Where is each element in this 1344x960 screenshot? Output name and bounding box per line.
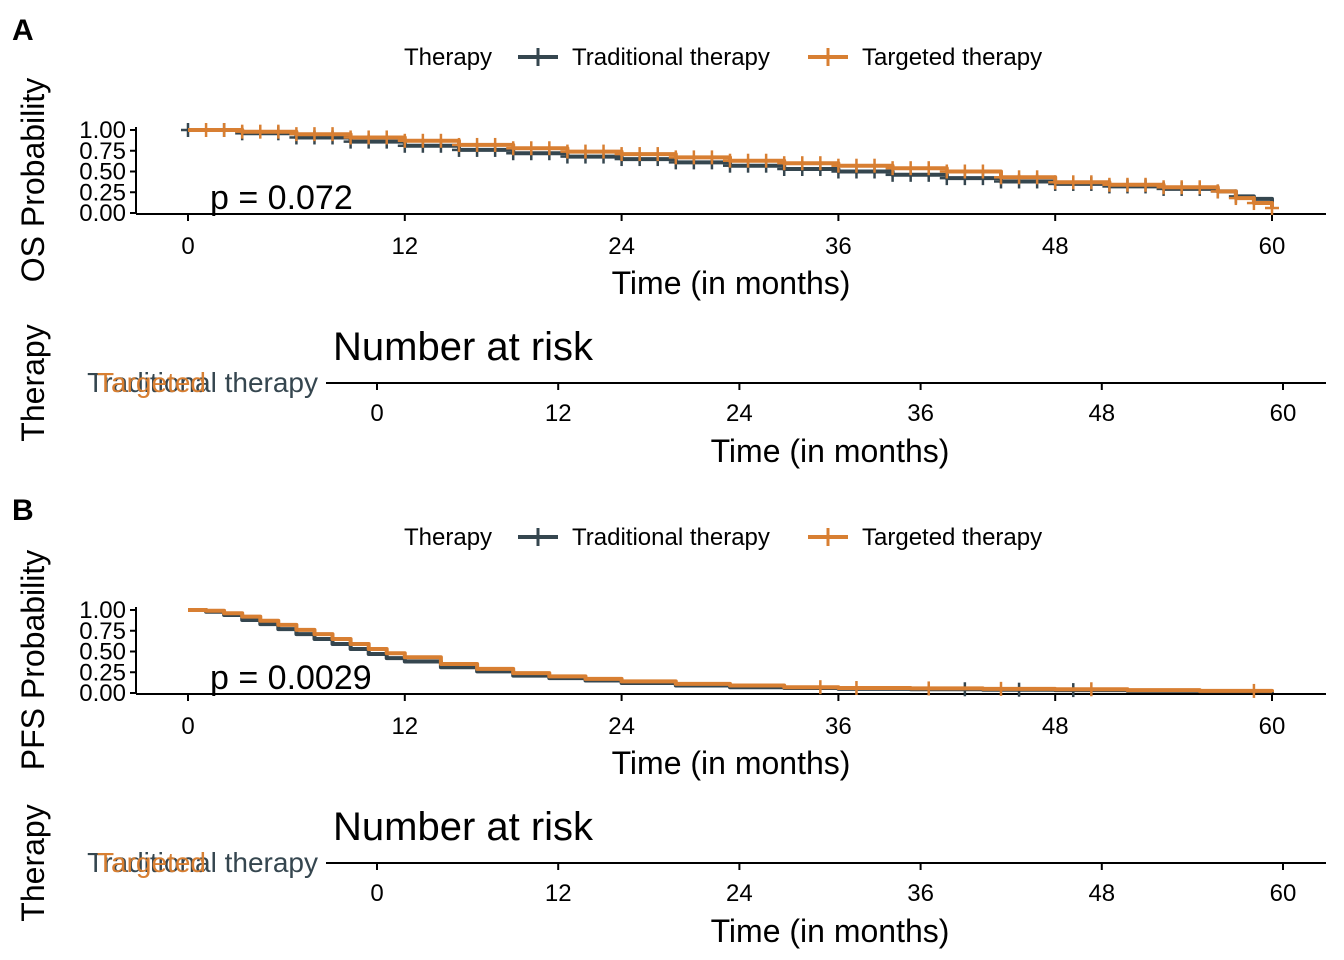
x-tick-label: 48 bbox=[1042, 713, 1069, 740]
risk-table-title: Number at risk bbox=[333, 325, 594, 369]
risk-table-title: Number at risk bbox=[333, 805, 594, 849]
y-tick-label: 0.25 bbox=[79, 179, 126, 206]
risk-table-x-tick-label: 24 bbox=[726, 880, 753, 907]
y-tick-label: 0.50 bbox=[79, 159, 126, 186]
x-tick-label: 60 bbox=[1259, 713, 1286, 740]
legend-entry: Traditional therapy bbox=[572, 44, 770, 71]
y-tick-label: 0.25 bbox=[79, 659, 126, 686]
x-tick-label: 36 bbox=[825, 233, 852, 260]
risk-table-x-tick-label: 0 bbox=[370, 400, 383, 427]
x-tick-label: 24 bbox=[608, 233, 635, 260]
p-value: p = 0.0029 bbox=[210, 659, 372, 697]
p-value: p = 0.072 bbox=[210, 179, 353, 217]
y-tick-label: 0.00 bbox=[79, 680, 126, 707]
risk-table-x-tick-label: 60 bbox=[1270, 400, 1297, 427]
series-targeted bbox=[188, 123, 1279, 216]
risk-table: Number at risk Therapy Traditional therapy… bbox=[15, 324, 1326, 469]
x-tick-label: 12 bbox=[391, 233, 418, 260]
risk-table-x-tick-label: 60 bbox=[1270, 880, 1297, 907]
y-axis-title: PFS Probability bbox=[15, 550, 51, 771]
risk-table-x-title: Time (in months) bbox=[711, 913, 950, 949]
x-tick-label: 24 bbox=[608, 713, 635, 740]
x-axis-title: Time (in months) bbox=[612, 745, 851, 781]
risk-table-x-tick-label: 36 bbox=[907, 880, 934, 907]
y-tick-label: 0.75 bbox=[79, 138, 126, 165]
risk-table-y-title: Therapy bbox=[15, 324, 51, 441]
risk-table-y-title: Therapy bbox=[15, 804, 51, 921]
panel-tag: A bbox=[12, 14, 34, 47]
x-axis-title: Time (in months) bbox=[612, 265, 851, 301]
y-tick-label: 0.50 bbox=[79, 639, 126, 666]
legend: Therapy Traditional therapy Targeted thera… bbox=[404, 44, 1042, 71]
x-tick-label: 48 bbox=[1042, 233, 1069, 260]
legend-entry: Traditional therapy bbox=[572, 524, 770, 551]
y-tick-label: 0.75 bbox=[79, 618, 126, 645]
risk-table-strata-label: Traditional therapy bbox=[87, 847, 318, 878]
risk-table-strata-label: Traditional therapy bbox=[87, 367, 318, 398]
legend-entry: Targeted therapy bbox=[862, 44, 1042, 71]
x-tick-label: 36 bbox=[825, 713, 852, 740]
survival-curve bbox=[188, 608, 1274, 693]
risk-table-x-tick-label: 12 bbox=[545, 400, 572, 427]
legend-entry: Targeted therapy bbox=[862, 524, 1042, 551]
y-tick-label: 0.00 bbox=[79, 200, 126, 227]
x-tick-label: 0 bbox=[181, 233, 194, 260]
risk-table-x-tick-label: 36 bbox=[907, 400, 934, 427]
panel-b: B Therapy Traditional therapy Targeted ther… bbox=[12, 494, 1326, 949]
risk-table-x-tick-label: 12 bbox=[545, 880, 572, 907]
risk-table-strata-label: Targeted bbox=[97, 367, 206, 398]
risk-table-x-tick-label: 24 bbox=[726, 400, 753, 427]
x-tick-label: 60 bbox=[1259, 233, 1286, 260]
y-tick-label: 1.00 bbox=[79, 597, 126, 624]
y-tick-label: 1.00 bbox=[79, 117, 126, 144]
y-axis-title: OS Probability bbox=[15, 78, 51, 283]
panel-a: A Therapy Traditional therapy Targeted ther… bbox=[12, 14, 1326, 469]
x-tick-label: 0 bbox=[181, 713, 194, 740]
risk-table: Number at risk Therapy Traditional therapy… bbox=[15, 804, 1326, 949]
legend: Therapy Traditional therapy Targeted thera… bbox=[404, 524, 1042, 551]
risk-table-x-tick-label: 48 bbox=[1088, 400, 1115, 427]
x-tick-label: 12 bbox=[391, 713, 418, 740]
risk-table-x-tick-label: 48 bbox=[1088, 880, 1115, 907]
risk-table-x-tick-label: 0 bbox=[370, 880, 383, 907]
series-targeted bbox=[188, 608, 1274, 698]
legend-title: Therapy bbox=[404, 524, 492, 551]
risk-table-strata-label: Targeted bbox=[97, 847, 206, 878]
legend-title: Therapy bbox=[404, 44, 492, 71]
risk-table-x-title: Time (in months) bbox=[711, 433, 950, 469]
panel-tag: B bbox=[12, 494, 34, 527]
